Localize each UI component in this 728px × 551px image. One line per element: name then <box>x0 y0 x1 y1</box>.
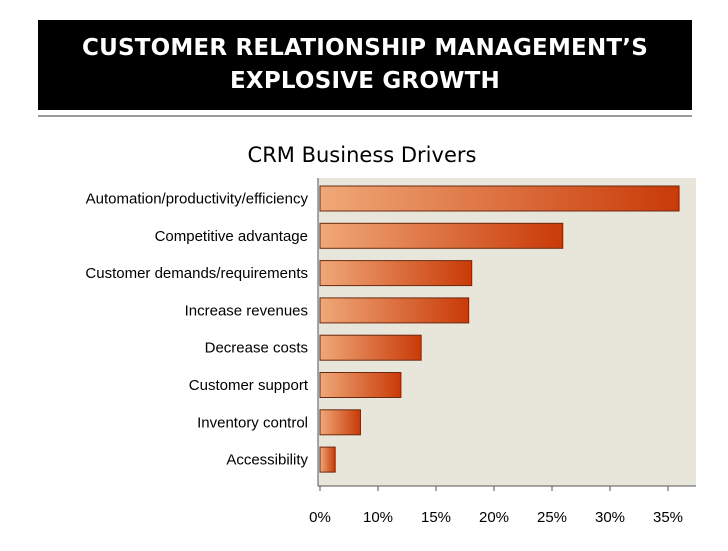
chart-title: CRM Business Drivers <box>248 143 477 167</box>
category-label-3: Increase revenues <box>185 302 308 319</box>
x-tick-label-5: 30% <box>595 509 625 526</box>
slide-title: CUSTOMER RELATIONSHIP MANAGEMENT’S EXPLO… <box>81 35 649 94</box>
category-label-0: Automation/productivity/efficiency <box>86 191 309 208</box>
category-label-1: Competitive advantage <box>155 228 308 245</box>
category-label-7: Accessibility <box>226 452 308 469</box>
bar-0 <box>319 185 680 212</box>
bar-1 <box>319 222 564 249</box>
x-tick-label-1: 10% <box>363 509 393 526</box>
category-label-4: Decrease costs <box>205 340 308 357</box>
title-divider <box>38 115 692 117</box>
x-tick-label-0: 0% <box>309 509 331 526</box>
bar-5 <box>319 372 402 398</box>
bar-6 <box>319 409 361 436</box>
bar-3 <box>319 297 470 324</box>
category-label-2: Customer demands/requirements <box>85 265 308 282</box>
x-tick-label-6: 35% <box>653 509 683 526</box>
bar-4 <box>319 334 422 361</box>
title-banner: CUSTOMER RELATIONSHIP MANAGEMENT’S EXPLO… <box>38 20 692 110</box>
category-label-6: Inventory control <box>197 414 308 431</box>
x-tick-label-4: 25% <box>537 509 567 526</box>
x-tick-label-2: 15% <box>421 509 451 526</box>
category-label-5: Customer support <box>189 377 309 394</box>
bar-2 <box>319 260 473 287</box>
x-tick-label-3: 20% <box>479 509 509 526</box>
bar-7 <box>319 446 336 473</box>
